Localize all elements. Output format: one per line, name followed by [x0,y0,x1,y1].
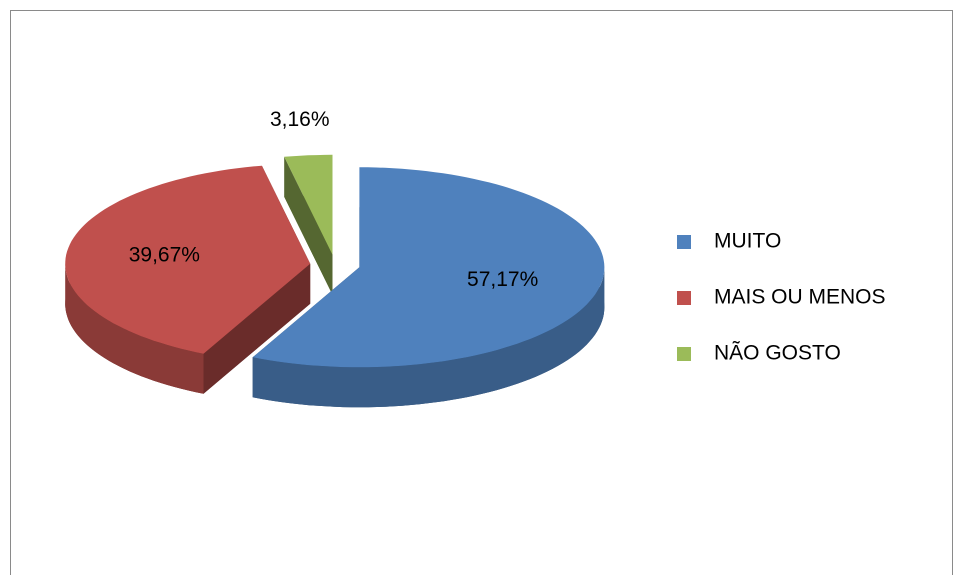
slice-cut-face [203,263,311,394]
slice-side [252,267,605,408]
legend-label: MAIS OU MENOS [714,286,886,309]
legend-swatch [677,291,691,305]
legend-swatch [677,347,691,361]
slice-side [65,263,204,394]
legend-label: NÃO GOSTO [714,341,841,365]
data-label: 57,17% [467,268,538,291]
data-label: 3,16% [270,108,330,131]
slice-top [284,154,333,255]
legend-swatch [677,235,691,249]
pie-slice [284,154,333,295]
slice-top [252,167,605,368]
data-label: 39,67% [129,244,200,267]
slice-top [65,165,311,354]
slice-cut-face [284,156,333,295]
legend-label: MUITO [714,230,781,253]
pie-slice [252,167,605,408]
pie-slice [65,165,311,394]
